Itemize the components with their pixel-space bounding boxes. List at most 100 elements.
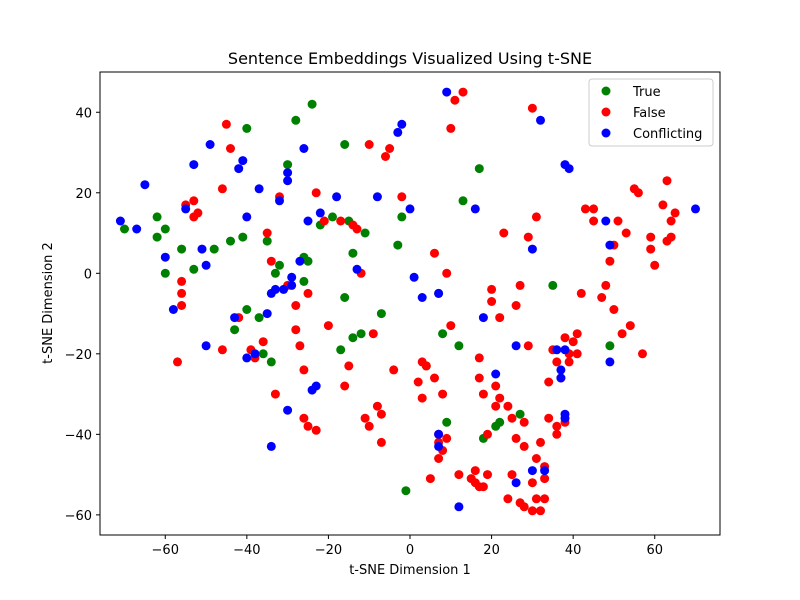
legend-entry-label: Conflicting [633,127,702,142]
data-point [454,470,464,480]
data-point [519,417,529,427]
y-tick-label: −20 [65,348,92,363]
data-point [254,184,264,194]
data-point [279,284,289,294]
data-point [177,244,187,254]
data-point [503,494,513,504]
data-point [413,377,423,387]
data-point [283,160,293,170]
legend-marker [601,86,611,96]
data-point [474,164,484,174]
data-point [352,264,362,274]
data-point [576,288,586,298]
data-point [181,204,191,214]
data-point [515,409,525,419]
data-point [597,293,607,302]
data-point [283,168,293,178]
data-point [515,280,525,290]
data-point [168,305,178,314]
data-point [376,437,386,447]
data-point [266,256,276,266]
data-point [340,293,350,302]
data-point [397,119,407,129]
data-point [458,87,468,97]
data-point [474,373,484,383]
data-point [478,389,488,399]
data-point [201,260,211,270]
data-point [189,264,199,274]
data-point [548,280,558,290]
data-point [434,441,444,451]
data-point [319,216,329,226]
data-point [160,268,170,278]
data-point [572,329,582,339]
data-point [434,429,444,439]
data-point [120,224,129,234]
data-point [556,365,566,375]
data-point [434,454,444,463]
data-point [217,184,227,194]
data-point [450,95,460,105]
data-point [650,260,660,270]
data-point [601,280,611,290]
data-point [666,216,676,226]
data-point [458,196,468,206]
data-point [540,466,550,476]
data-point [275,196,284,206]
y-tick-label: 40 [75,106,92,121]
data-point [658,200,668,210]
data-point [491,369,501,379]
data-point [364,140,374,149]
data-point [605,341,615,351]
data-point [291,301,301,310]
legend-entry-label: True [632,85,661,100]
data-point [299,413,309,423]
data-point [531,212,541,222]
data-point [397,192,407,202]
data-point [295,256,305,266]
data-point [523,341,533,351]
data-point [323,321,333,331]
data-point [560,345,570,355]
data-point [507,413,517,423]
data-point [662,176,672,186]
data-point [625,321,635,331]
data-point [605,256,615,266]
data-point [348,333,358,343]
data-point [495,393,505,403]
x-axis: −60 −40 −20 0 20 40 60 [152,535,663,558]
y-tick-label: 0 [84,267,92,282]
data-point [262,236,272,246]
data-point [589,216,599,226]
data-point [328,212,337,222]
data-point [152,232,162,242]
x-tick-label: 0 [406,543,414,558]
legend-marker [601,128,611,138]
data-point [270,389,280,399]
legend-frame [588,78,714,147]
data-point [189,196,199,206]
data-point [613,216,623,226]
data-point [254,313,264,323]
legend: True False Conflicting [588,78,714,147]
x-tick-label: 20 [483,543,500,558]
data-point [483,470,492,480]
data-point [393,240,403,250]
data-point [646,244,656,254]
data-point [609,305,619,314]
data-point [474,353,484,363]
data-point [454,502,464,512]
data-point [478,313,488,323]
data-point [405,204,415,214]
data-point [552,357,562,367]
data-point [385,144,395,153]
y-tick-label: −40 [65,428,92,443]
data-point [487,284,497,294]
data-point [540,474,550,484]
y-tick-label: 20 [75,187,92,202]
data-point [173,357,182,367]
data-point [311,188,321,198]
data-point [376,309,386,319]
data-point [299,276,309,286]
data-point [572,349,582,359]
